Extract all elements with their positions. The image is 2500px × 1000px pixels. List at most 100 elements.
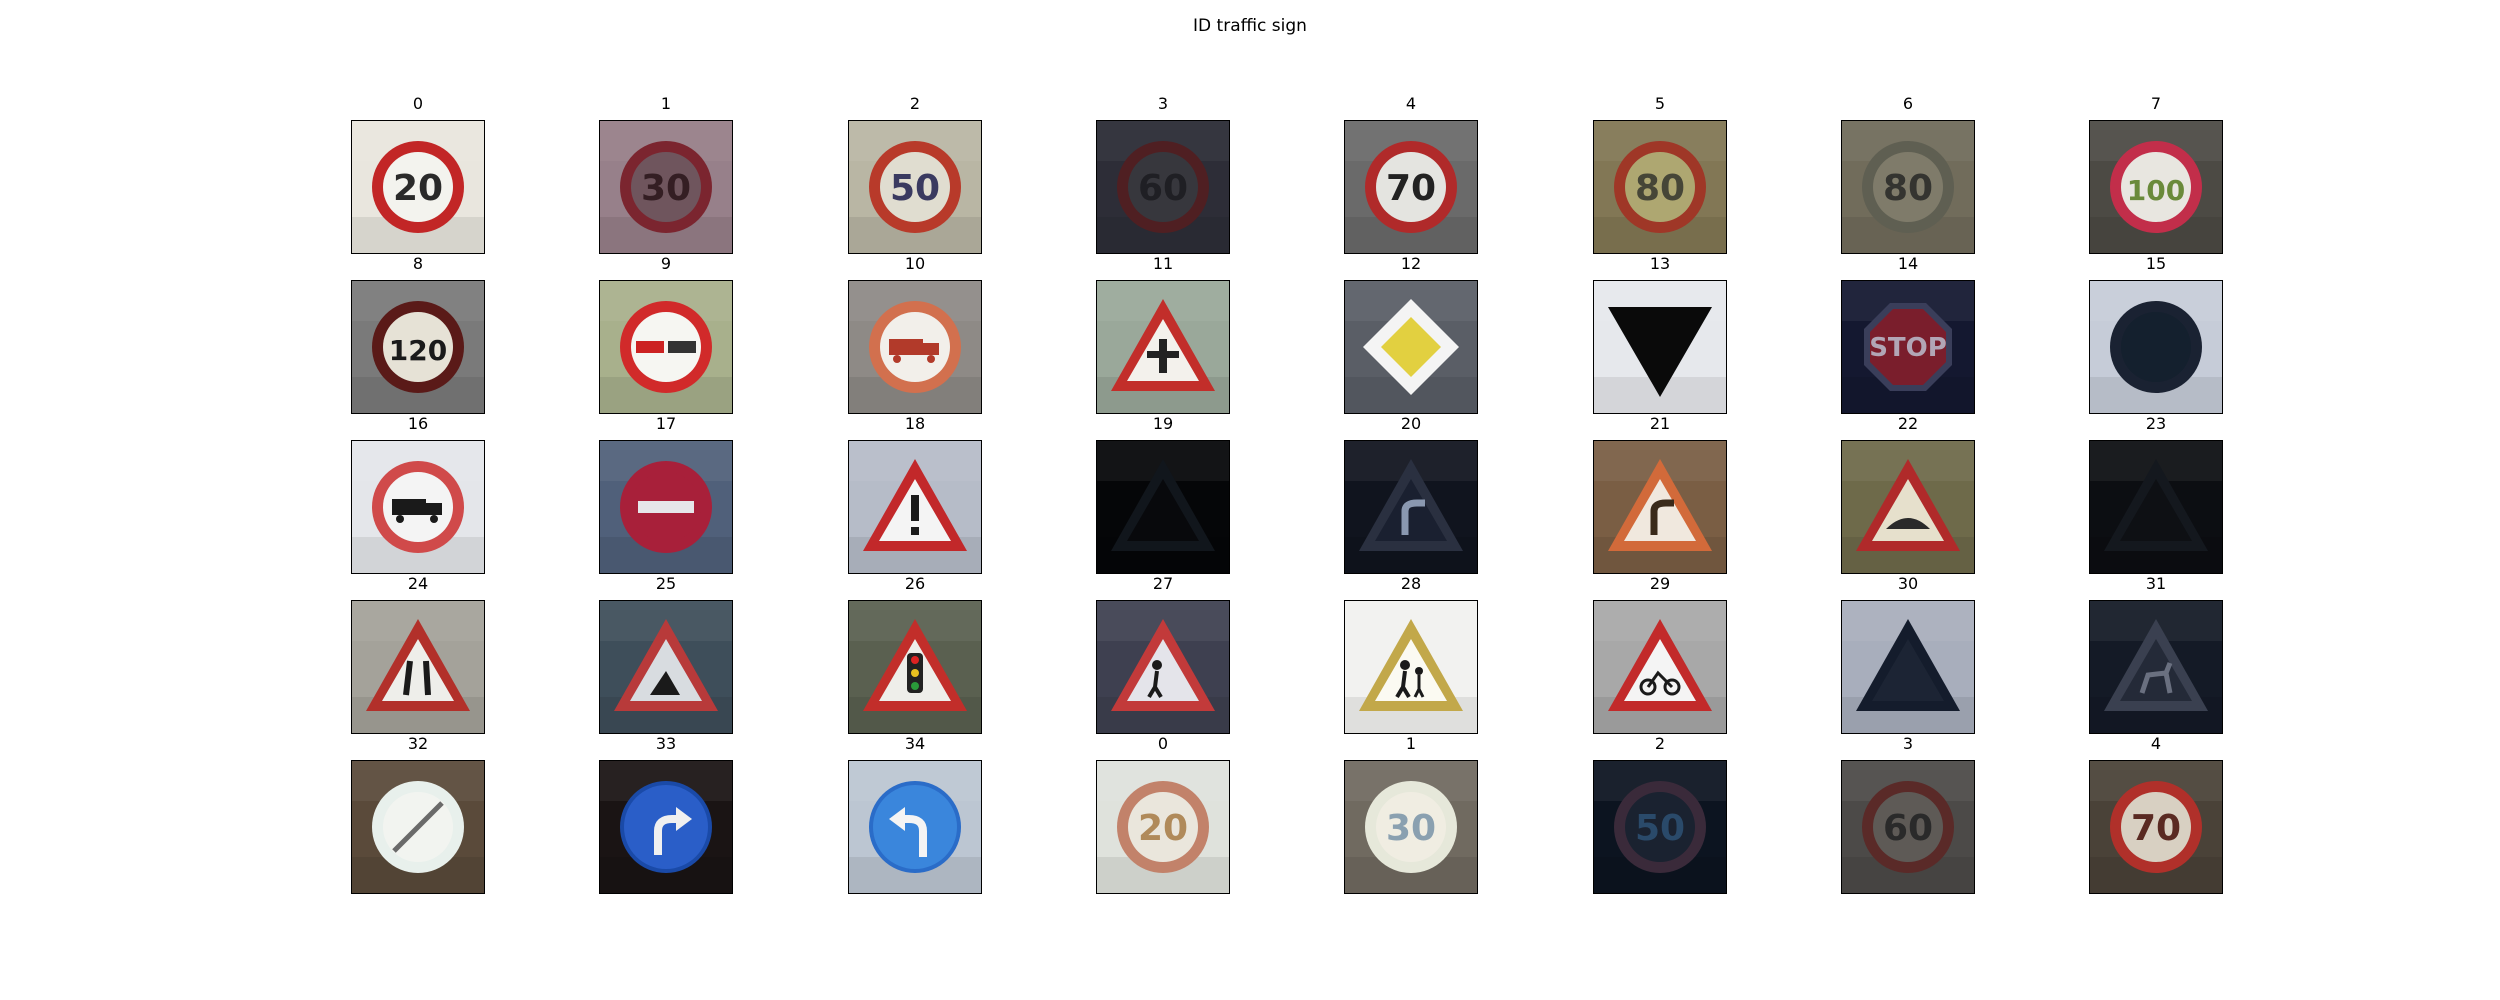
- traffic-sign-icon: 120: [352, 281, 484, 413]
- sign-class-id-label: 1: [1405, 734, 1417, 753]
- sign-thumbnail: [1344, 600, 1478, 734]
- traffic-sign-icon: [600, 441, 732, 573]
- sign-thumbnail: [848, 280, 982, 414]
- svg-text:STOP: STOP: [1869, 333, 1947, 363]
- traffic-sign-icon: STOP: [1842, 281, 1974, 413]
- sign-class-id-label: 16: [407, 414, 429, 433]
- sign-thumbnail: [599, 760, 733, 894]
- sign-class-id-label: 23: [2145, 414, 2167, 433]
- sign-thumbnail: 80: [1841, 120, 1975, 254]
- traffic-sign-icon: [849, 281, 981, 413]
- sign-thumbnail: [1593, 440, 1727, 574]
- sign-thumbnail: 50: [1593, 760, 1727, 894]
- sign-thumbnail: [599, 440, 733, 574]
- sign-thumbnail: [1096, 440, 1230, 574]
- svg-text:50: 50: [890, 168, 940, 209]
- sign-class-id-label: 17: [655, 414, 677, 433]
- traffic-sign-icon: [1097, 601, 1229, 733]
- sign-class-id-label: 4: [1405, 94, 1417, 113]
- sign-class-id-label: 29: [1649, 574, 1671, 593]
- traffic-sign-icon: [849, 441, 981, 573]
- traffic-sign-icon: [600, 601, 732, 733]
- sign-class-id-label: 26: [904, 574, 926, 593]
- traffic-sign-icon: 80: [1842, 121, 1974, 253]
- sign-class-id-label: 28: [1400, 574, 1422, 593]
- traffic-sign-icon: [849, 601, 981, 733]
- svg-text:60: 60: [1883, 808, 1933, 849]
- sign-thumbnail: [599, 280, 733, 414]
- traffic-sign-icon: 50: [1594, 761, 1726, 893]
- sign-thumbnail: [1841, 440, 1975, 574]
- traffic-sign-icon: [1842, 601, 1974, 733]
- sign-class-id-label: 30: [1897, 574, 1919, 593]
- figure-title: ID traffic sign: [1193, 16, 1307, 36]
- sign-class-id-label: 31: [2145, 574, 2167, 593]
- sign-thumbnail: [2089, 600, 2223, 734]
- traffic-sign-icon: [2090, 441, 2222, 573]
- traffic-sign-icon: 80: [1594, 121, 1726, 253]
- sign-thumbnail: [1841, 600, 1975, 734]
- sign-class-id-label: 21: [1649, 414, 1671, 433]
- traffic-sign-icon: [1594, 601, 1726, 733]
- traffic-sign-icon: 30: [600, 121, 732, 253]
- sign-thumbnail: [2089, 280, 2223, 414]
- sign-class-id-label: 2: [1654, 734, 1666, 753]
- sign-class-id-label: 6: [1902, 94, 1914, 113]
- traffic-sign-icon: [849, 761, 981, 893]
- sign-thumbnail: [1344, 280, 1478, 414]
- svg-text:50: 50: [1635, 808, 1685, 849]
- sign-thumbnail: 20: [1096, 760, 1230, 894]
- traffic-sign-icon: [1097, 441, 1229, 573]
- sign-class-id-label: 19: [1152, 414, 1174, 433]
- svg-text:80: 80: [1883, 168, 1933, 209]
- traffic-sign-icon: 60: [1842, 761, 1974, 893]
- traffic-sign-icon: 70: [2090, 761, 2222, 893]
- sign-class-id-label: 10: [904, 254, 926, 273]
- sign-class-id-label: 32: [407, 734, 429, 753]
- traffic-sign-icon: [1842, 441, 1974, 573]
- traffic-sign-icon: [352, 601, 484, 733]
- sign-thumbnail: [2089, 440, 2223, 574]
- traffic-sign-icon: 60: [1097, 121, 1229, 253]
- svg-text:120: 120: [389, 334, 447, 367]
- traffic-sign-icon: 20: [352, 121, 484, 253]
- sign-thumbnail: [848, 760, 982, 894]
- sign-class-id-label: 18: [904, 414, 926, 433]
- sign-class-id-label: 14: [1897, 254, 1919, 273]
- sign-class-id-label: 25: [655, 574, 677, 593]
- sign-class-id-label: 22: [1897, 414, 1919, 433]
- sign-thumbnail: 30: [599, 120, 733, 254]
- svg-text:100: 100: [2127, 174, 2185, 207]
- traffic-sign-icon: [1097, 281, 1229, 413]
- sign-class-id-label: 0: [412, 94, 424, 113]
- traffic-sign-icon: [1345, 601, 1477, 733]
- sign-thumbnail: STOP: [1841, 280, 1975, 414]
- sign-thumbnail: [351, 760, 485, 894]
- traffic-sign-icon: 100: [2090, 121, 2222, 253]
- sign-thumbnail: [1593, 600, 1727, 734]
- sign-class-id-label: 5: [1654, 94, 1666, 113]
- sign-class-id-label: 15: [2145, 254, 2167, 273]
- svg-text:30: 30: [641, 168, 691, 209]
- svg-text:60: 60: [1138, 168, 1188, 209]
- sign-thumbnail: [351, 600, 485, 734]
- sign-thumbnail: 20: [351, 120, 485, 254]
- traffic-sign-icon: [1594, 281, 1726, 413]
- sign-class-id-label: 3: [1157, 94, 1169, 113]
- sign-thumbnail: [599, 600, 733, 734]
- traffic-sign-icon: [1345, 281, 1477, 413]
- sign-class-id-label: 20: [1400, 414, 1422, 433]
- sign-class-id-label: 13: [1649, 254, 1671, 273]
- sign-thumbnail: 60: [1096, 120, 1230, 254]
- sign-thumbnail: 70: [1344, 120, 1478, 254]
- sign-class-id-label: 11: [1152, 254, 1174, 273]
- sign-thumbnail: [1096, 600, 1230, 734]
- svg-text:80: 80: [1635, 168, 1685, 209]
- svg-text:70: 70: [2131, 808, 2181, 849]
- sign-thumbnail: 50: [848, 120, 982, 254]
- sign-class-id-label: 12: [1400, 254, 1422, 273]
- sign-class-id-label: 1: [660, 94, 672, 113]
- sign-thumbnail: [848, 440, 982, 574]
- sign-class-id-label: 9: [660, 254, 672, 273]
